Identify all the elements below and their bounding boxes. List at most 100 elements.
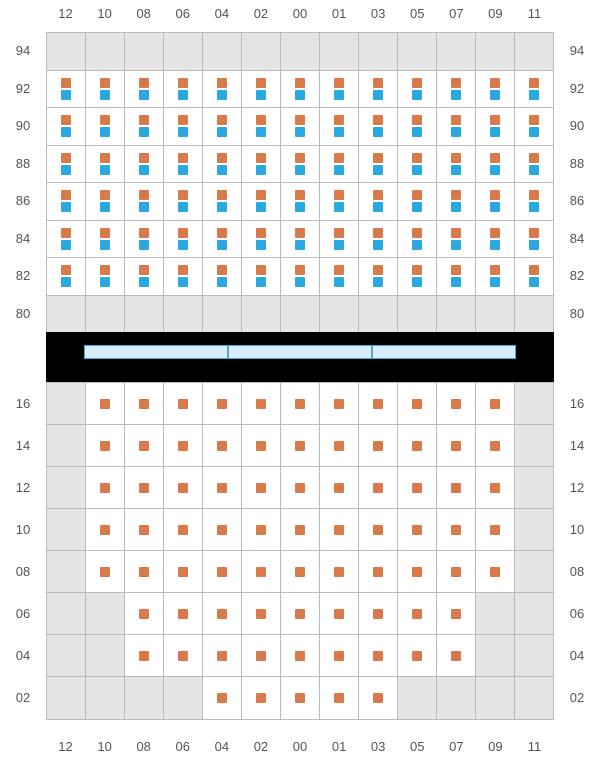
seat-cell[interactable] <box>476 425 515 467</box>
seat-cell[interactable] <box>242 551 281 593</box>
seat-cell[interactable] <box>242 146 281 184</box>
seat-cell[interactable] <box>437 383 476 425</box>
seat-cell[interactable] <box>398 71 437 109</box>
seat-cell[interactable] <box>359 33 398 71</box>
seat-cell[interactable] <box>398 467 437 509</box>
seat-cell[interactable] <box>242 677 281 719</box>
seat-cell[interactable] <box>281 33 320 71</box>
seat-cell[interactable] <box>515 258 553 296</box>
seat-cell[interactable] <box>398 509 437 551</box>
seat-cell[interactable] <box>320 635 359 677</box>
seat-cell[interactable] <box>437 71 476 109</box>
seat-cell[interactable] <box>125 183 164 221</box>
seat-cell[interactable] <box>242 593 281 635</box>
seat-cell[interactable] <box>47 71 86 109</box>
seat-cell[interactable] <box>476 258 515 296</box>
seat-cell[interactable] <box>203 677 242 719</box>
seat-cell[interactable] <box>398 108 437 146</box>
seat-cell[interactable] <box>164 593 203 635</box>
seat-cell[interactable] <box>359 108 398 146</box>
seat-cell[interactable] <box>398 593 437 635</box>
seat-cell[interactable] <box>203 467 242 509</box>
seat-cell[interactable] <box>359 146 398 184</box>
seat-cell[interactable] <box>437 677 476 719</box>
seat-cell[interactable] <box>476 71 515 109</box>
seat-cell[interactable] <box>515 551 553 593</box>
seat-cell[interactable] <box>203 551 242 593</box>
seat-cell[interactable] <box>476 677 515 719</box>
seat-cell[interactable] <box>281 635 320 677</box>
seat-cell[interactable] <box>47 551 86 593</box>
seat-cell[interactable] <box>320 296 359 334</box>
seat-cell[interactable] <box>281 593 320 635</box>
seat-cell[interactable] <box>203 593 242 635</box>
seat-cell[interactable] <box>281 677 320 719</box>
seat-cell[interactable] <box>515 146 553 184</box>
seat-cell[interactable] <box>47 383 86 425</box>
seat-cell[interactable] <box>47 593 86 635</box>
seat-cell[interactable] <box>86 71 125 109</box>
seat-cell[interactable] <box>515 183 553 221</box>
seat-cell[interactable] <box>125 677 164 719</box>
seat-cell[interactable] <box>398 635 437 677</box>
seat-cell[interactable] <box>164 183 203 221</box>
seat-cell[interactable] <box>515 33 553 71</box>
seat-cell[interactable] <box>515 593 553 635</box>
seat-cell[interactable] <box>359 551 398 593</box>
seat-cell[interactable] <box>281 108 320 146</box>
seat-cell[interactable] <box>320 146 359 184</box>
seat-cell[interactable] <box>320 509 359 551</box>
seat-cell[interactable] <box>281 425 320 467</box>
seat-cell[interactable] <box>47 509 86 551</box>
seat-cell[interactable] <box>203 258 242 296</box>
seat-cell[interactable] <box>125 108 164 146</box>
seat-cell[interactable] <box>86 425 125 467</box>
seat-cell[interactable] <box>86 383 125 425</box>
seat-cell[interactable] <box>359 509 398 551</box>
seat-cell[interactable] <box>86 509 125 551</box>
seat-cell[interactable] <box>476 467 515 509</box>
seat-cell[interactable] <box>242 425 281 467</box>
seat-cell[interactable] <box>125 635 164 677</box>
seat-cell[interactable] <box>515 108 553 146</box>
seat-cell[interactable] <box>437 221 476 259</box>
seat-cell[interactable] <box>437 509 476 551</box>
seat-cell[interactable] <box>320 33 359 71</box>
seat-cell[interactable] <box>398 296 437 334</box>
seat-cell[interactable] <box>164 33 203 71</box>
seat-cell[interactable] <box>47 146 86 184</box>
seat-cell[interactable] <box>86 108 125 146</box>
seat-cell[interactable] <box>281 467 320 509</box>
seat-cell[interactable] <box>164 467 203 509</box>
seat-cell[interactable] <box>359 71 398 109</box>
seat-cell[interactable] <box>398 258 437 296</box>
seat-cell[interactable] <box>164 108 203 146</box>
seat-cell[interactable] <box>476 635 515 677</box>
seat-cell[interactable] <box>164 71 203 109</box>
seat-cell[interactable] <box>476 509 515 551</box>
seat-cell[interactable] <box>398 425 437 467</box>
seat-cell[interactable] <box>86 33 125 71</box>
seat-cell[interactable] <box>242 108 281 146</box>
seat-cell[interactable] <box>164 258 203 296</box>
seat-cell[interactable] <box>359 296 398 334</box>
seat-cell[interactable] <box>359 383 398 425</box>
seat-cell[interactable] <box>320 551 359 593</box>
seat-cell[interactable] <box>320 467 359 509</box>
seat-cell[interactable] <box>320 183 359 221</box>
seat-cell[interactable] <box>476 108 515 146</box>
seat-cell[interactable] <box>125 296 164 334</box>
seat-cell[interactable] <box>203 71 242 109</box>
seat-cell[interactable] <box>125 467 164 509</box>
seat-cell[interactable] <box>398 677 437 719</box>
seat-cell[interactable] <box>320 677 359 719</box>
seat-cell[interactable] <box>359 183 398 221</box>
seat-cell[interactable] <box>203 183 242 221</box>
seat-cell[interactable] <box>437 33 476 71</box>
seat-cell[interactable] <box>476 146 515 184</box>
seat-cell[interactable] <box>164 146 203 184</box>
seat-cell[interactable] <box>359 467 398 509</box>
seat-cell[interactable] <box>281 383 320 425</box>
seat-cell[interactable] <box>437 635 476 677</box>
seat-cell[interactable] <box>242 467 281 509</box>
